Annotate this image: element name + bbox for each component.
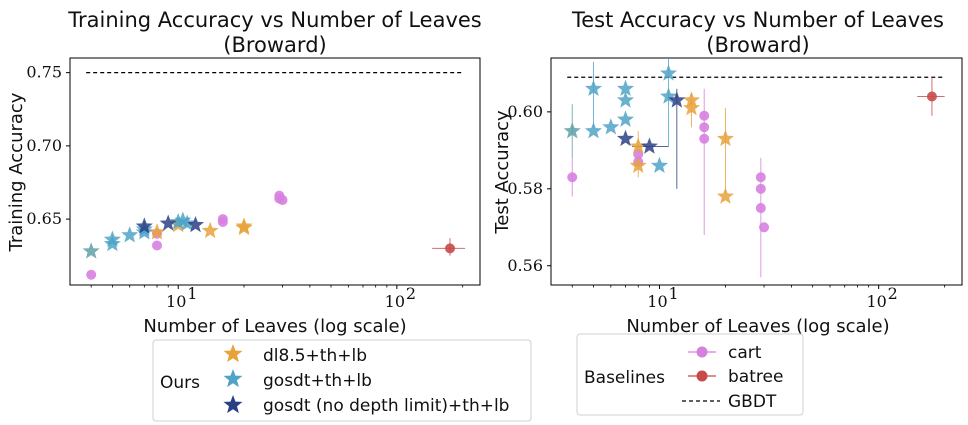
chart2-dl8-5-th-lb-point-3 <box>682 99 701 116</box>
legend-ours-frame <box>152 339 532 422</box>
chart2-cart-point-6 <box>755 172 766 183</box>
chart2-ytick-label-1: 0.58 <box>507 179 543 198</box>
chart2-gosdt-no-depth-limit-th-lb-point-0 <box>616 129 635 147</box>
legend-ours: Ours dl8.5+th+lb gosdt+th+lb gosdt (no d… <box>152 339 532 422</box>
legend-ours-marker-0 <box>223 344 243 363</box>
chart2-dl8-5-th-lb-point-4 <box>716 129 735 147</box>
chart1-cart-point-7 <box>277 195 288 206</box>
legend-batree-marker <box>696 370 708 382</box>
chart1-gosdt-no-depth-limit-th-lb-point-1 <box>159 214 177 231</box>
chart1-gosdt-no-depth-limit-th-lb-point-0 <box>135 217 153 234</box>
legend-ours-marker-1 <box>223 369 243 388</box>
test-accuracy-chart: Test Accuracy vs Number of Leaves (Browa… <box>492 8 963 337</box>
chart2-ytick-label-0: 0.56 <box>507 256 543 275</box>
training-accuracy-chart: Training Accuracy vs Number of Leaves (B… <box>6 8 482 337</box>
chart1-gosdt-th-lb-point-7 <box>178 214 196 231</box>
chart2-plot-area <box>550 57 963 286</box>
chart1-gosdt-th-lb-point-6 <box>174 211 192 228</box>
legend-item-gosdt-no-depth: gosdt (no depth limit)+th+lb <box>263 396 509 416</box>
chart2-y-axis-label: Test Accuracy <box>492 110 513 235</box>
chart2-dl8-5-th-lb-point-5 <box>716 187 735 204</box>
chart2-title-line1: Test Accuracy vs Number of Leaves <box>571 8 944 32</box>
legend-item-gosdt: gosdt+th+lb <box>263 371 372 391</box>
chart1-ytick-label-1: 0.70 <box>26 136 62 155</box>
legend-item-dl85: dl8.5+th+lb <box>263 346 367 366</box>
chart2-xtick-exponent-1: 2 <box>888 284 898 303</box>
chart1-batree-point-0 <box>445 243 456 254</box>
chart1-gosdt-th-lb-point-5 <box>169 213 187 230</box>
chart1-dl8-5-th-lb-point-2 <box>201 221 219 239</box>
chart2-x-axis-label: Number of Leaves (log scale) <box>626 316 889 337</box>
legend-ours-group-label: Ours <box>160 373 200 393</box>
chart2-dl8-5-th-lb-point-0 <box>629 156 647 174</box>
chart2-xtick-label-1: 10 <box>866 292 886 311</box>
chart1-x-axis-label: Number of Leaves (log scale) <box>143 316 406 337</box>
chart1-xtick-label-0: 10 <box>166 292 186 311</box>
legend-item-gbdt: GBDT <box>728 392 777 412</box>
chart1-ytick-label-2: 0.75 <box>26 63 62 82</box>
chart1-ytick-label-0: 0.65 <box>26 209 62 228</box>
chart1-xtick-exponent-0: 1 <box>187 284 197 303</box>
chart2-gosdt-th-lb-point-7 <box>659 64 678 81</box>
chart2-cart-point-9 <box>759 222 770 233</box>
chart2-cart-point-7 <box>755 183 766 194</box>
chart2-gosdt-th-lb-point-3 <box>616 79 635 97</box>
legend-baselines: Baselines cart batree GBDT <box>576 333 804 416</box>
chart2-gosdt-th-lb-point-1 <box>584 122 603 139</box>
chart2-cart-point-3 <box>699 110 710 121</box>
chart2-gosdt-no-depth-limit-th-lb-point-2 <box>668 91 686 108</box>
chart2-gosdt-th-lb-point-4 <box>616 91 635 108</box>
chart2-cart-point-4 <box>699 122 710 133</box>
chart1-gosdt-th-lb-point-1 <box>103 230 121 247</box>
legend-baselines-frame <box>576 333 804 416</box>
legend-cart-marker <box>696 346 708 358</box>
chart1-title-line1: Training Accuracy vs Number of Leaves <box>67 8 482 32</box>
chart2-gosdt-th-lb-point-6 <box>650 156 669 174</box>
chart2-dl8-5-th-lb-point-1 <box>629 137 647 154</box>
chart1-dl8-5-th-lb-point-0 <box>148 223 166 240</box>
chart1-gosdt-no-depth-limit-th-lb-point-2 <box>186 215 205 233</box>
legend-item-batree: batree <box>728 367 783 387</box>
chart2-xtick-exponent-0: 1 <box>668 284 678 303</box>
chart1-gosdt-th-lb-point-2 <box>121 226 139 243</box>
chart1-gosdt-teal-point-0 <box>82 242 100 259</box>
chart2-gosdt-th-lb-point-0 <box>584 79 603 97</box>
legend-ours-marker-2 <box>223 395 243 414</box>
chart1-cart-point-4 <box>217 214 228 225</box>
chart2-xtick-label-0: 10 <box>647 292 667 311</box>
chart1-xtick-label-1: 10 <box>385 292 405 311</box>
chart2-cart-point-5 <box>699 133 710 144</box>
chart2-gosdt-teal-point-0 <box>563 122 581 139</box>
chart1-title-line2: (Broward) <box>223 33 326 57</box>
chart2-gosdt-th-lb-point-2 <box>602 118 620 135</box>
chart2-cart-point-8 <box>755 203 766 214</box>
chart1-cart-point-1 <box>152 240 163 251</box>
chart1-cart-point-0 <box>86 269 97 280</box>
chart2-batree-point-0 <box>926 91 937 102</box>
chart2-gosdt-no-depth-limit-th-lb-point-1 <box>640 137 658 154</box>
chart1-y-axis-label: Training Accuracy <box>6 92 27 252</box>
legend-baselines-group-label: Baselines <box>584 368 665 388</box>
chart2-ytick-label-2: 0.60 <box>507 102 543 121</box>
chart2-gosdt-th-lb-point-5 <box>616 110 635 127</box>
chart1-dl8-5-th-lb-point-4 <box>235 217 253 234</box>
chart2-title-line2: (Broward) <box>706 33 809 57</box>
chart2-cart-point-0 <box>567 172 578 183</box>
legend-item-cart: cart <box>728 343 762 363</box>
chart1-plot-area <box>69 57 481 286</box>
chart1-xtick-exponent-1: 2 <box>406 284 416 303</box>
chart2-gosdt-th-lb-point-8 <box>659 87 678 104</box>
